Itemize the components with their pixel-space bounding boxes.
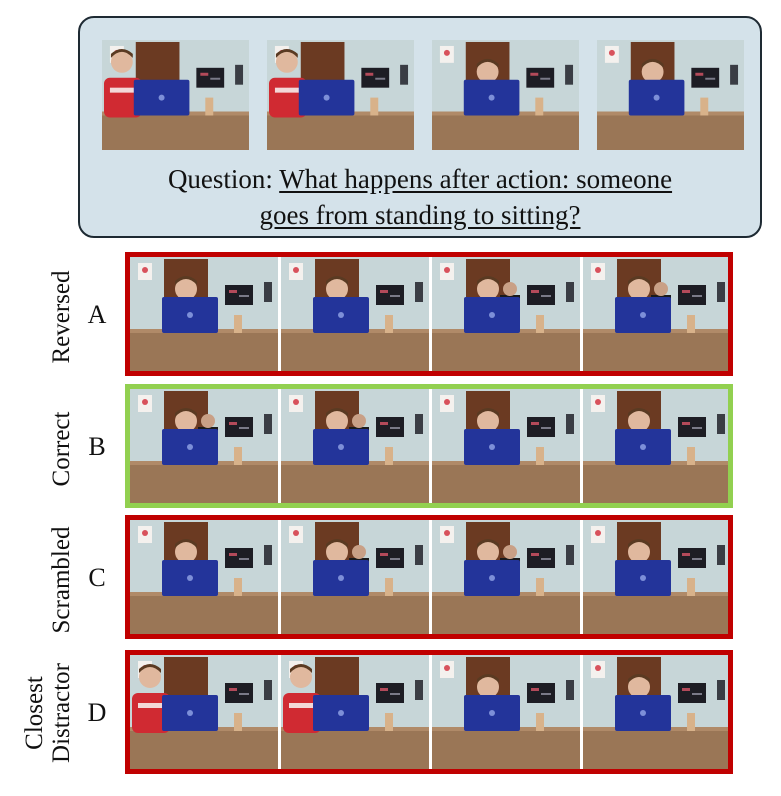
- option-a-frame-2: [281, 257, 429, 371]
- option-c-frame-1: [130, 520, 278, 634]
- frame-scene: [130, 655, 278, 769]
- option-c-frame-4: [583, 520, 728, 634]
- option-b-letter: B: [88, 432, 106, 461]
- question-prefix: Question:: [167, 164, 280, 194]
- question-frame-4: [597, 40, 744, 150]
- frame-scene: [267, 40, 414, 150]
- question-box: Question: What happens after action: som…: [78, 16, 762, 238]
- option-d-strip: [125, 650, 733, 774]
- question-frame-1: [102, 40, 249, 150]
- frame-scene: [583, 655, 728, 769]
- option-a-strip: [125, 252, 733, 376]
- frame-scene: [281, 520, 429, 634]
- frame-scene: [432, 40, 579, 150]
- option-d-frame-1: [130, 655, 278, 769]
- frame-scene: [281, 257, 429, 371]
- option-d-label-line-2: Distractor: [48, 663, 75, 763]
- option-b-frame-1: [130, 389, 278, 503]
- option-a-frame-1: [130, 257, 278, 371]
- option-b-frame-4: [583, 389, 728, 503]
- frame-scene: [130, 520, 278, 634]
- frame-scene: [597, 40, 744, 150]
- frame-scene: [432, 655, 580, 769]
- question-frames: [102, 40, 744, 150]
- frame-scene: [432, 389, 580, 503]
- option-d-label: Closest Distractor: [21, 633, 79, 793]
- option-a-letter: A: [87, 300, 107, 329]
- question-text: Question: What happens after action: som…: [80, 161, 760, 233]
- question-line-2: goes from standing to sitting?: [259, 200, 581, 230]
- option-b-frame-3: [432, 389, 580, 503]
- option-d-letter: D: [87, 698, 107, 727]
- frame-scene: [102, 40, 249, 150]
- option-d-frame-4: [583, 655, 728, 769]
- option-c-letter: C: [88, 563, 106, 592]
- frame-scene: [583, 520, 728, 634]
- option-a-frame-3: [432, 257, 580, 371]
- option-d-frame-2: [281, 655, 429, 769]
- frame-scene: [583, 257, 728, 371]
- frame-scene: [281, 655, 429, 769]
- frame-scene: [130, 257, 278, 371]
- frame-scene: [281, 389, 429, 503]
- frame-scene: [432, 520, 580, 634]
- option-c-frame-2: [281, 520, 429, 634]
- option-b-frame-2: [281, 389, 429, 503]
- frame-scene: [130, 389, 278, 503]
- option-d-frame-3: [432, 655, 580, 769]
- option-c-strip: [125, 515, 733, 639]
- option-a-frame-4: [583, 257, 728, 371]
- frame-scene: [583, 389, 728, 503]
- question-line-1: What happens after action: someone: [279, 164, 673, 194]
- frame-scene: [432, 257, 580, 371]
- option-b-strip: [125, 384, 733, 508]
- option-d-label-line-1: Closest: [21, 676, 48, 750]
- question-frame-2: [267, 40, 414, 150]
- question-frame-3: [432, 40, 579, 150]
- option-c-frame-3: [432, 520, 580, 634]
